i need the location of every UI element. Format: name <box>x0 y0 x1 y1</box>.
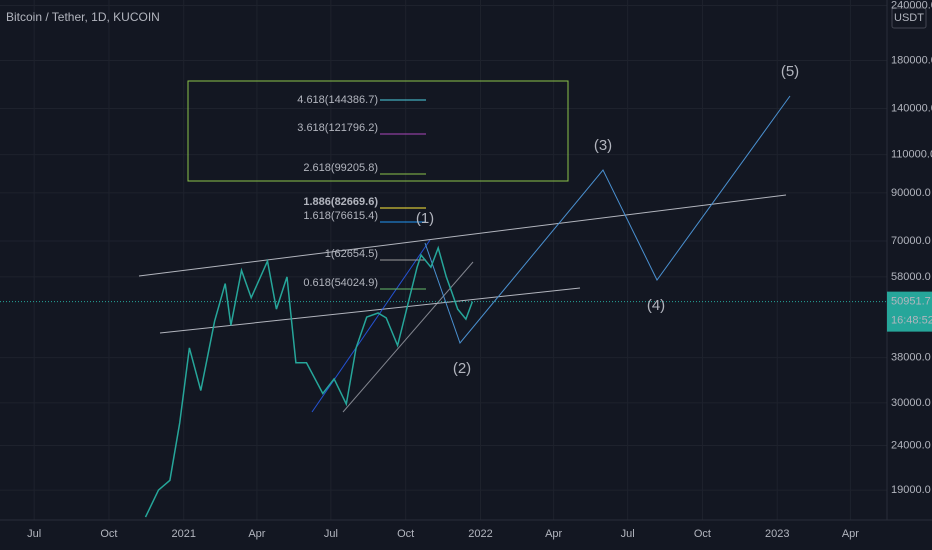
x-tick-label: Apr <box>842 528 859 540</box>
x-tick-label: 2023 <box>765 528 789 540</box>
fib-label: 1.886(82669.6) <box>303 196 378 208</box>
fib-label: 4.618(144386.7) <box>297 94 378 106</box>
x-tick-label: Jul <box>324 528 338 540</box>
channel-line <box>342 261 474 413</box>
fib-box <box>187 80 569 182</box>
last-price-tag <box>887 291 932 332</box>
x-tick-label: Jul <box>27 528 41 540</box>
wave-label: (3) <box>594 137 612 154</box>
y-tick-label: 70000.0 <box>891 235 931 247</box>
y-tick-label: 58000.0 <box>891 271 931 283</box>
x-tick-label: 2021 <box>171 528 195 540</box>
y-tick-label: 110000.0 <box>891 148 932 160</box>
fib-label: 1.618(76615.4) <box>303 210 378 222</box>
y-tick-label: 38000.0 <box>891 352 931 364</box>
y-tick-label: 19000.0 <box>891 484 931 496</box>
wave-label: (5) <box>781 63 799 80</box>
wave-label: (4) <box>647 297 665 314</box>
grid <box>0 0 887 520</box>
x-tick-label: Apr <box>248 528 265 540</box>
fib-label: 0.618(54024.9) <box>303 277 378 289</box>
y-tick-label: 180000.0 <box>891 54 932 66</box>
x-tick-label: Apr <box>545 528 562 540</box>
y-tick-label: 140000.0 <box>891 102 932 114</box>
y-tick-label: 30000.0 <box>891 397 931 409</box>
x-tick-label: Oct <box>694 528 711 540</box>
plot <box>144 245 474 518</box>
wave-label: (1) <box>416 210 434 227</box>
x-tick-label: Jul <box>621 528 635 540</box>
trend-line <box>138 194 787 277</box>
x-tick-label: Oct <box>397 528 414 540</box>
chart-title: Bitcoin / Tether, 1D, KUCOIN <box>6 10 160 24</box>
drawings <box>138 80 791 413</box>
y-tick-label: 90000.0 <box>891 187 931 199</box>
fib-label: 1(62654.5) <box>325 248 378 260</box>
wave-label: (2) <box>453 360 471 377</box>
trend-line <box>159 287 581 334</box>
x-tick-label: 2022 <box>468 528 492 540</box>
last-price-label: 50951.7 <box>891 296 931 308</box>
x-tick-label: Oct <box>100 528 117 540</box>
countdown: 16:48:52 <box>891 315 932 327</box>
price-line <box>144 245 474 518</box>
y-tick-label: 240000.0 <box>891 0 932 11</box>
fib-label: 3.618(121796.2) <box>297 122 378 134</box>
channel-line <box>311 239 431 413</box>
y-tick-label: 24000.0 <box>891 439 931 451</box>
currency[interactable]: USDT <box>894 12 924 24</box>
currency-box[interactable] <box>891 7 927 29</box>
wave-path <box>424 95 791 345</box>
fib-label: 2.618(99205.8) <box>303 162 378 174</box>
